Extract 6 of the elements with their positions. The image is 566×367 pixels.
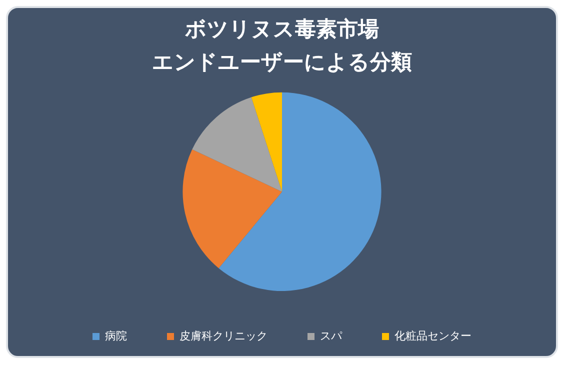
legend-label: 病院 [105, 329, 127, 342]
legend-label: スパ [320, 329, 343, 342]
legend-label: 皮膚科クリニック [180, 329, 268, 342]
chart-title: ボツリヌス毒素市場 [184, 17, 379, 42]
chart-subtitle: エンドユーザーによる分類 [152, 50, 412, 74]
legend-label: 化粧品センター [394, 329, 472, 342]
